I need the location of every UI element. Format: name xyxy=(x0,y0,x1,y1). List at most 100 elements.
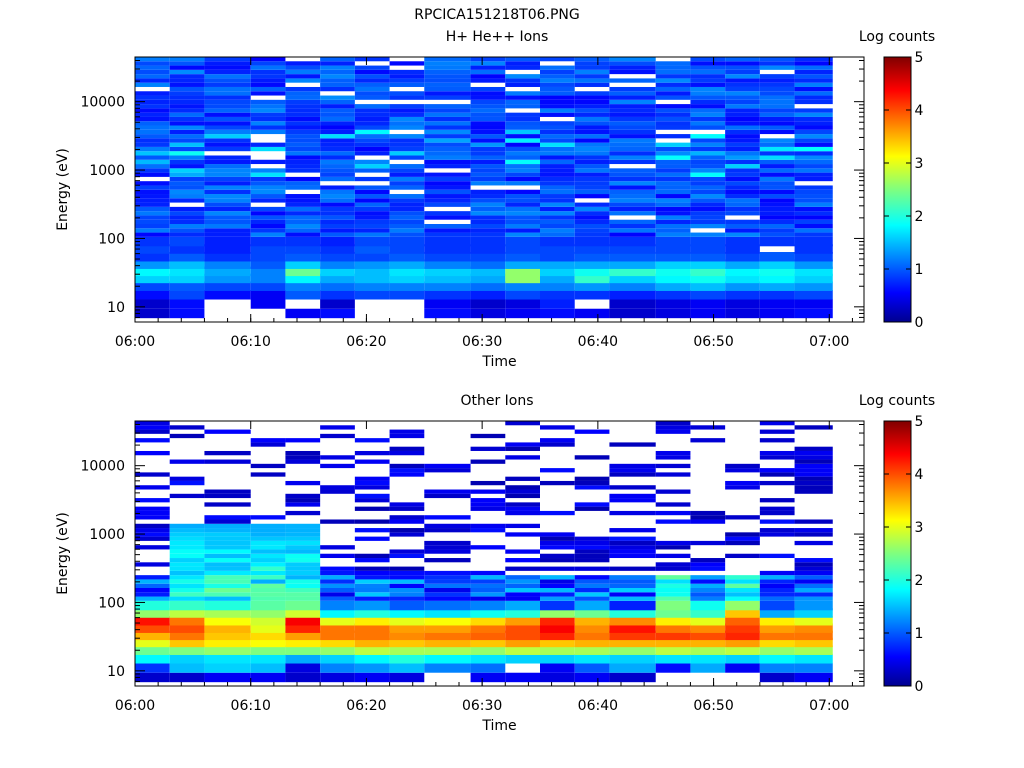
heatmap-cell xyxy=(505,151,540,156)
heatmap-cell xyxy=(135,579,170,584)
heatmap-cell xyxy=(574,281,610,291)
heatmap-cell xyxy=(250,104,286,109)
heatmap-cell xyxy=(135,125,170,130)
heatmap-cell xyxy=(250,472,286,477)
heatmap-cell xyxy=(540,545,575,550)
heatmap-cell xyxy=(470,459,506,464)
heatmap-cell xyxy=(389,259,425,269)
heatmap-cell xyxy=(424,515,471,520)
heatmap-cell xyxy=(609,121,656,126)
heatmap-cell xyxy=(794,450,833,456)
heatmap-cell xyxy=(540,134,575,139)
heatmap-cell xyxy=(285,142,321,147)
heatmap-cell xyxy=(540,553,575,559)
heatmap-cell xyxy=(389,185,425,190)
heatmap-cell xyxy=(725,232,760,237)
heatmap-cell xyxy=(794,172,833,177)
heatmap-cell xyxy=(655,121,691,126)
figure-title: RPCICA151218T06.PNG xyxy=(414,7,579,23)
heatmap-cell xyxy=(574,545,610,550)
heatmap-cell xyxy=(354,159,390,165)
heatmap-cell xyxy=(354,273,390,284)
heatmap-cell xyxy=(470,308,506,319)
heatmap-cell xyxy=(354,553,390,559)
heatmap-cell xyxy=(320,266,355,277)
heatmap-cell xyxy=(169,600,205,611)
heatmap-cell xyxy=(250,99,286,105)
heatmap-cell xyxy=(540,181,575,186)
heatmap-cell xyxy=(655,290,691,300)
heatmap-cell xyxy=(759,223,795,229)
heatmap-cell xyxy=(574,129,610,135)
heatmap-cell xyxy=(354,637,390,648)
heatmap-cell xyxy=(250,515,286,520)
heatmap-cell xyxy=(470,489,506,494)
heatmap-cell xyxy=(250,616,286,626)
heatmap-cell xyxy=(470,290,506,300)
heatmap-cell xyxy=(354,506,390,511)
heatmap-cell xyxy=(794,164,833,169)
heatmap-cell xyxy=(424,523,471,529)
heatmap-cell xyxy=(540,587,575,593)
heatmap-cell xyxy=(609,181,656,186)
heatmap-cell xyxy=(540,236,575,247)
heatmap-cell xyxy=(204,219,251,224)
heatmap-cell xyxy=(424,244,471,254)
heatmap-cell xyxy=(285,528,321,533)
heatmap-cell xyxy=(505,592,540,597)
heatmap-cell xyxy=(794,630,833,641)
heatmap-cell xyxy=(424,189,471,195)
heatmap-cell xyxy=(169,528,205,533)
heatmap-cell xyxy=(389,575,425,580)
heatmap-cell xyxy=(470,86,506,92)
heatmap-cell xyxy=(135,244,170,254)
x-tick-label: 06:40 xyxy=(578,698,618,714)
heatmap-cell xyxy=(204,215,251,220)
heatmap-cell xyxy=(320,463,355,469)
heatmap-cell xyxy=(794,459,833,464)
heatmap-cell xyxy=(169,299,205,309)
heatmap-cell xyxy=(505,99,540,105)
heatmap-cell xyxy=(655,540,691,546)
heatmap-cell xyxy=(204,663,251,673)
heatmap-cell xyxy=(354,194,390,199)
heatmap-cell xyxy=(794,480,833,486)
heatmap-cell xyxy=(135,151,170,156)
colorbar-tick-label: 2 xyxy=(915,209,924,225)
heatmap-cell xyxy=(574,151,610,156)
heatmap-cell xyxy=(354,95,390,100)
heatmap-cell xyxy=(169,172,205,177)
heatmap-cell xyxy=(424,159,471,165)
heatmap-cell xyxy=(759,172,795,177)
heatmap-cell xyxy=(389,579,425,584)
heatmap-cell xyxy=(505,672,540,683)
heatmap-cell xyxy=(320,425,355,430)
heatmap-cell xyxy=(574,290,610,300)
heatmap-cell xyxy=(250,69,286,75)
heatmap-cell xyxy=(135,545,170,550)
heatmap-cell xyxy=(250,608,286,618)
heatmap-cell xyxy=(725,480,760,486)
heatmap-cell xyxy=(655,630,691,641)
heatmap-cell xyxy=(389,281,425,291)
heatmap-cell xyxy=(470,600,506,611)
heatmap-cell xyxy=(169,125,205,130)
heatmap-cell xyxy=(690,125,726,130)
heatmap-cell xyxy=(540,65,575,70)
colorbar-tick-label: 5 xyxy=(915,414,924,430)
heatmap-cell xyxy=(204,57,251,62)
heatmap-cell xyxy=(389,168,425,173)
heatmap-cell xyxy=(609,125,656,130)
heatmap-cell xyxy=(794,223,833,229)
heatmap-cell xyxy=(285,600,321,611)
heatmap-cell xyxy=(725,142,760,147)
heatmap-cell xyxy=(470,587,506,593)
heatmap-cell xyxy=(540,672,575,683)
heatmap-cell xyxy=(655,425,691,430)
heatmap-cell xyxy=(470,198,506,203)
heatmap-cell xyxy=(204,91,251,96)
heatmap-cell xyxy=(470,211,506,216)
heatmap-cell xyxy=(250,65,286,70)
heatmap-cell xyxy=(285,498,321,503)
heatmap-cell xyxy=(609,116,656,122)
